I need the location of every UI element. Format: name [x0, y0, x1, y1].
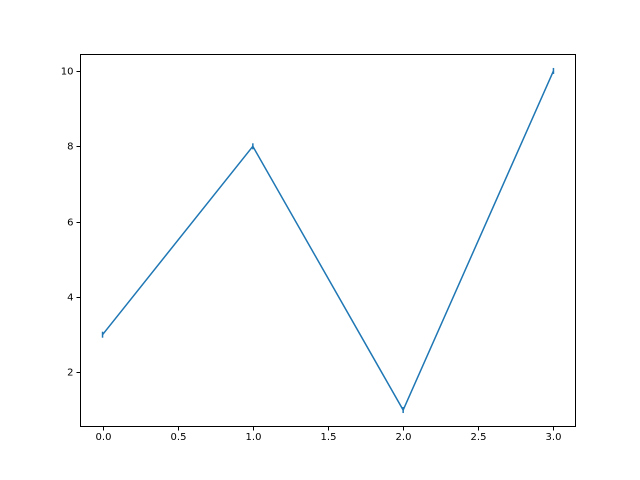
y-axis: 2 4 6 8 10	[61, 67, 80, 379]
y-tick-label: 2	[67, 368, 73, 379]
y-tick-label: 6	[67, 218, 73, 229]
x-tick-label: 0.5	[171, 432, 187, 443]
x-tick-label: 3.0	[546, 432, 562, 443]
x-tick-label: 2.0	[396, 432, 412, 443]
x-tick-label: 0.0	[96, 432, 112, 443]
y-tick-label: 4	[67, 293, 73, 304]
y-tick-label: 8	[67, 142, 73, 153]
x-axis: 0.0 0.5 1.0 1.5 2.0 2.5 3.0	[96, 427, 562, 443]
y-tick-label: 10	[61, 67, 74, 78]
x-tick-label: 2.5	[471, 432, 487, 443]
series-line	[101, 70, 555, 412]
x-tick-label: 1.5	[321, 432, 337, 443]
axes-spines	[80, 54, 576, 427]
x-tick-label: 1.0	[246, 432, 262, 443]
data-series	[101, 67, 555, 414]
axes-frame	[80, 54, 576, 427]
